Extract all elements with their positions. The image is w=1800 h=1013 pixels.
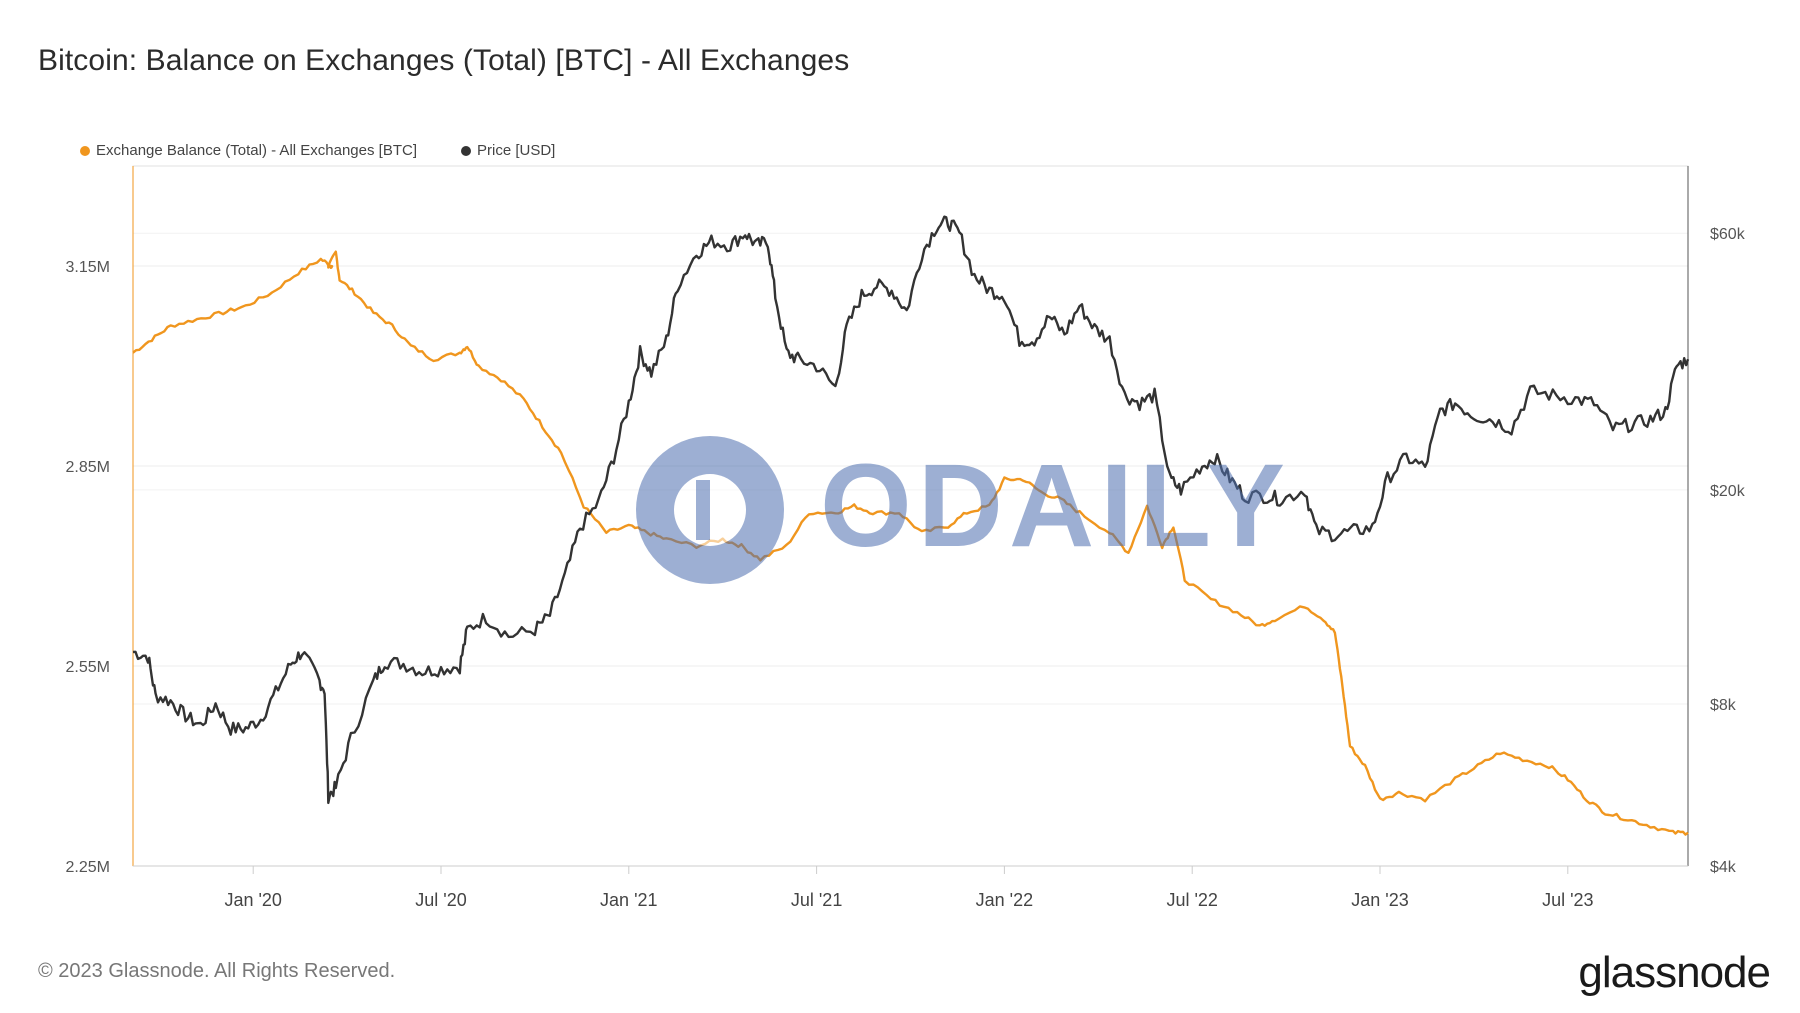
left-axis-tick-label: 2.85M — [66, 459, 110, 476]
chart-canvas: 2.25M 2.55M 2.85M 3.15M $4k $8k $20k $60k Jan '2… — [66, 165, 1746, 910]
legend-item-price[interactable]: Price [USD] — [461, 142, 555, 159]
legend-label: Exchange Balance (Total) - All Exchanges… — [96, 142, 417, 159]
plot-frame — [132, 165, 1689, 867]
exchange-balance-series-line — [132, 250, 1689, 836]
left-axis-tick-label: 2.55M — [66, 659, 110, 676]
right-axis-tick-label: $20k — [1710, 483, 1746, 500]
x-axis-tick-label: Jul '21 — [791, 890, 842, 910]
right-axis-tick-label: $8k — [1710, 697, 1737, 714]
legend-item-exchange-balance[interactable]: Exchange Balance (Total) - All Exchanges… — [80, 142, 417, 159]
chart-title: Bitcoin: Balance on Exchanges (Total) [B… — [38, 44, 850, 77]
glassnode-logo[interactable]: glassnode — [1578, 948, 1771, 997]
x-axis-tick-label: Jul '20 — [415, 890, 466, 910]
left-axis-tick-label: 3.15M — [66, 259, 110, 276]
x-axis-tick-label: Jan '22 — [976, 890, 1033, 910]
right-axis-tick-label: $60k — [1710, 226, 1746, 243]
legend-dot-icon — [461, 145, 471, 156]
x-axis-tick-label: Jul '22 — [1166, 890, 1217, 910]
price-series-line — [132, 215, 1690, 805]
legend-label: Price [USD] — [477, 142, 556, 159]
copyright-footer: © 2023 Glassnode. All Rights Reserved. — [38, 960, 396, 982]
x-axis-tick-label: Jul '23 — [1542, 890, 1593, 910]
left-axis-tick-label: 2.25M — [66, 859, 110, 876]
legend: Exchange Balance (Total) - All Exchanges… — [80, 142, 555, 159]
right-axis-tick-label: $4k — [1710, 859, 1737, 876]
x-axis-tick-label: Jan '21 — [600, 890, 657, 910]
x-axis-tick-label: Jan '20 — [224, 890, 281, 910]
legend-dot-icon — [80, 145, 90, 156]
x-axis-tick-label: Jan '23 — [1351, 890, 1408, 910]
